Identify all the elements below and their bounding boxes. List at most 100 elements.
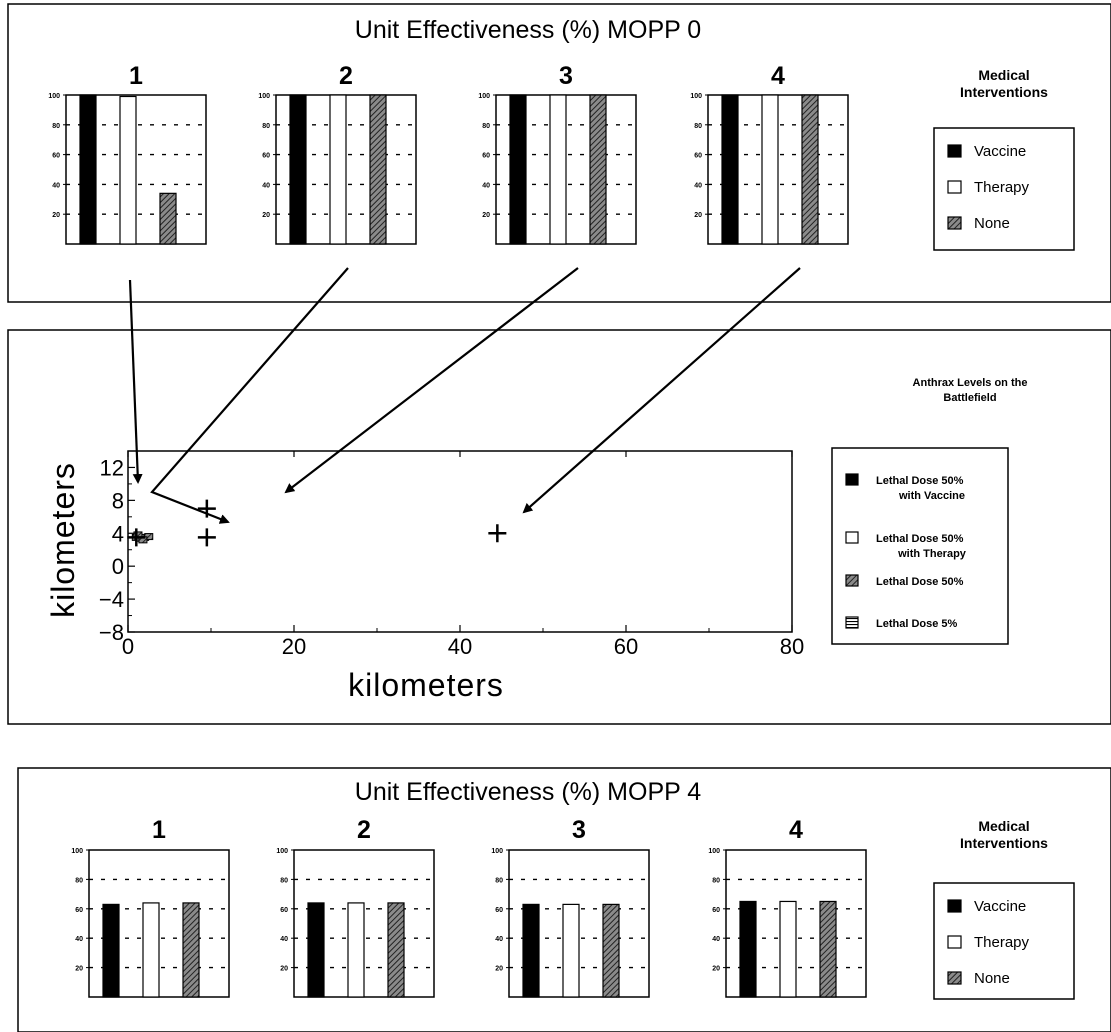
unit-number-3: 3 (559, 62, 573, 90)
unit-3-location-marker (197, 499, 216, 518)
plot-area (127, 450, 793, 633)
interventions-legend-label: None (974, 970, 1010, 987)
unit-location-arrows (128, 267, 801, 524)
unit-number-1: 1 (129, 62, 143, 90)
y-tick-label: 80 (75, 877, 83, 884)
x-tick-label: 0 (122, 634, 134, 659)
bar-unit3-none (589, 94, 607, 245)
anthrax-legend-title-line1: Anthrax Levels on the (913, 377, 1028, 389)
y-tick-label: 40 (712, 936, 720, 943)
anthrax-legend-label-line2: with Therapy (897, 548, 967, 560)
solid-square-icon (947, 899, 962, 913)
y-tick-label: 80 (262, 123, 270, 130)
arrow-unit-1 (128, 279, 143, 484)
y-tick-label: 80 (694, 123, 702, 130)
y-tick-label: 40 (262, 182, 270, 189)
interventions-legend-title-line1: Medical (978, 67, 1029, 83)
y-tick-label: 20 (280, 966, 288, 973)
y-tick-label: 60 (694, 153, 702, 160)
lines-square-icon (845, 616, 859, 629)
anthrax-legend-label-line2: with Vaccine (898, 490, 965, 502)
solid-square-icon (845, 473, 859, 486)
y-tick-label: 80 (280, 877, 288, 884)
interventions-legend-label: Therapy (974, 179, 1030, 196)
bar-unit3-vaccine (509, 94, 527, 245)
y-tick-label: 100 (478, 93, 490, 100)
y-tick-label: 100 (71, 848, 83, 855)
open-square-icon (947, 935, 962, 949)
y-tick-label: 4 (112, 521, 124, 546)
solid-square-icon (947, 144, 962, 158)
open-square-icon (947, 180, 962, 194)
y-tick-label: 100 (491, 848, 503, 855)
x-tick-label: 60 (614, 634, 638, 659)
unit-number-4: 4 (771, 62, 785, 90)
bar-unit3-therapy (562, 903, 580, 998)
y-tick-label: 20 (694, 212, 702, 219)
y-tick-label: −8 (99, 620, 124, 645)
y-tick-label: 40 (495, 936, 503, 943)
bar-unit3-none (602, 903, 620, 998)
interventions-legend-box (933, 882, 1075, 1000)
bar-unit1-none (159, 192, 177, 245)
bar-unit1-vaccine (102, 903, 120, 998)
map-panel-frame (7, 329, 1111, 725)
hatched-square-icon (947, 216, 962, 230)
y-tick-label: 100 (690, 93, 702, 100)
y-tick-label: 60 (280, 907, 288, 914)
y-tick-label: 60 (712, 907, 720, 914)
bar-unit2-therapy (347, 902, 365, 998)
y-tick-label: 60 (482, 153, 490, 160)
bar-unit2-vaccine (307, 902, 325, 998)
arrow-unit-4 (522, 267, 801, 514)
y-tick-label: 100 (48, 93, 60, 100)
y-tick-label: 20 (712, 966, 720, 973)
unit-number-1: 1 (152, 816, 166, 844)
x-tick-label: 80 (780, 634, 804, 659)
y-tick-label: 60 (52, 153, 60, 160)
interventions-legend-label: Vaccine (974, 898, 1026, 915)
bar-unit2-none (387, 902, 405, 998)
y-tick-label: 40 (52, 182, 60, 189)
bottom-panel-frame (17, 767, 1111, 1032)
interventions-legend-label: None (974, 215, 1010, 232)
top-unit-charts: 1 20 40 60 80 100 2 20 40 60 80 100 3 20 40 60 80 100 4 20 4… (48, 62, 849, 245)
top-panel-frame (7, 3, 1111, 303)
y-tick-label: 20 (482, 212, 490, 219)
unit-number-3: 3 (572, 816, 586, 844)
x-axis-label: kilometers (348, 667, 504, 703)
interventions-legend-title-line1: Medical (978, 818, 1029, 834)
open-square-icon (845, 531, 859, 544)
bar-unit4-vaccine (739, 900, 757, 998)
interventions-legend-label: Vaccine (974, 143, 1026, 160)
anthrax-legend-label: Lethal Dose 5% (876, 618, 958, 630)
top-panel-title: Unit Effectiveness (%) MOPP 0 (355, 16, 701, 44)
y-tick-label: 40 (75, 936, 83, 943)
y-tick-label: 80 (482, 123, 490, 130)
x-tick-label: 40 (448, 634, 472, 659)
hatched-square-icon (845, 574, 859, 587)
interventions-legend-title-line2: Interventions (960, 84, 1048, 100)
y-tick-label: 12 (100, 455, 124, 480)
unit-number-2: 2 (357, 816, 371, 844)
bottom-panel-title: Unit Effectiveness (%) MOPP 4 (355, 778, 702, 806)
anthrax-legend-label: Lethal Dose 50% (876, 576, 964, 588)
bar-unit1-therapy (142, 902, 160, 998)
y-tick-label: 20 (262, 212, 270, 219)
hatched-square-icon (947, 971, 962, 985)
y-tick-label: 100 (276, 848, 288, 855)
bar-unit2-none (369, 94, 387, 245)
bar-unit4-none (801, 94, 819, 245)
x-tick-label: 20 (282, 634, 306, 659)
bar-unit2-therapy (329, 94, 347, 245)
anthrax-legend-label: Lethal Dose 50% (876, 533, 964, 545)
y-tick-label: 80 (712, 877, 720, 884)
bar-unit4-therapy (779, 900, 797, 998)
bar-unit1-vaccine (79, 94, 97, 245)
anthrax-legend: Anthrax Levels on the Battlefield Lethal… (831, 377, 1028, 645)
bar-unit4-therapy (761, 94, 779, 245)
bottom-unit-charts: 1 20 40 60 80 100 2 20 40 60 80 100 3 20 40 60 80 100 4 20 4… (71, 816, 867, 998)
bar-unit4-none (819, 900, 837, 998)
